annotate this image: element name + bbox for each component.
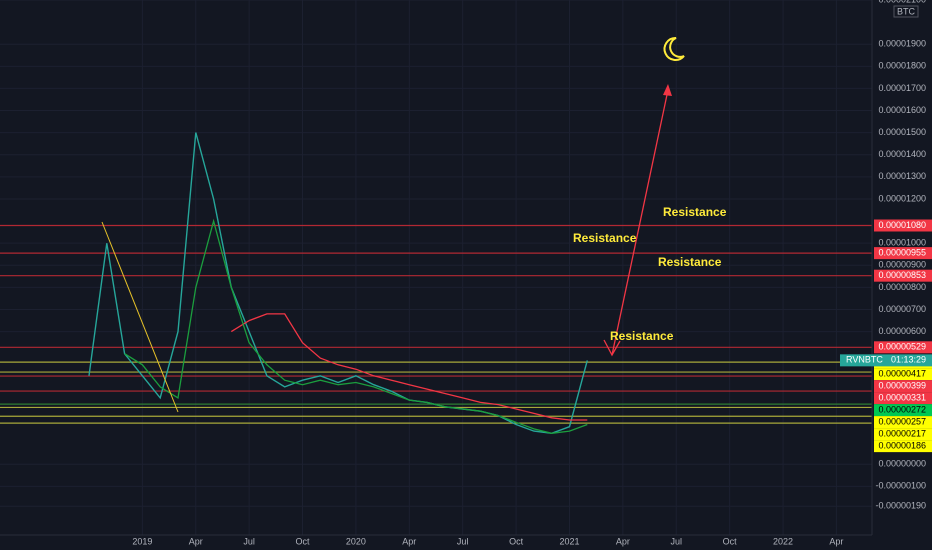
level-tag bbox=[874, 416, 932, 429]
target-arrow bbox=[611, 89, 669, 356]
y-tick-label: 0.00001900 bbox=[878, 39, 926, 49]
x-tick-label: Jul bbox=[670, 536, 682, 546]
annotation: Resistance bbox=[573, 231, 637, 245]
level-tag bbox=[874, 219, 932, 232]
x-tick-label: 2022 bbox=[773, 536, 793, 546]
y-tick-label: -0.00000190 bbox=[875, 501, 926, 511]
levels bbox=[0, 224, 872, 424]
y-tick-label: 0.00001600 bbox=[878, 105, 926, 115]
level-tag-label: 0.00000853 bbox=[878, 270, 926, 280]
y-tick-label: 0.00000000 bbox=[878, 459, 926, 469]
x-tick-label: Oct bbox=[296, 536, 311, 546]
annotation: Resistance bbox=[663, 205, 727, 219]
level-tag bbox=[874, 247, 932, 260]
grid bbox=[0, 0, 872, 535]
y-tick-label: 0.00000600 bbox=[878, 326, 926, 336]
x-tick-label: 2019 bbox=[132, 536, 152, 546]
level-tag-label: 0.00000529 bbox=[878, 342, 926, 352]
level-tag-label: 0.00000186 bbox=[878, 440, 926, 450]
price-line bbox=[88, 132, 588, 435]
x-tick-label: Oct bbox=[509, 536, 524, 546]
trend-line bbox=[101, 221, 179, 413]
y-tick-label: 0.00001200 bbox=[878, 193, 926, 203]
y-tick-label: 0.00002100 bbox=[878, 0, 926, 4]
y-tick-label: 0.00001400 bbox=[878, 149, 926, 159]
y-tick-label: 0.00000900 bbox=[878, 260, 926, 270]
unit-box bbox=[893, 5, 919, 18]
y-tick-label: -0.00000100 bbox=[875, 481, 926, 491]
x-tick-label: Oct bbox=[723, 536, 738, 546]
level-tag bbox=[874, 341, 932, 354]
level-tag-label: 0.00000955 bbox=[878, 248, 926, 258]
annotation: Resistance bbox=[658, 255, 722, 269]
x-tick-label: Apr bbox=[402, 536, 416, 546]
moving-average bbox=[124, 218, 588, 434]
countdown-label: 01:13:29 bbox=[891, 355, 926, 365]
x-tick-label: Apr bbox=[829, 536, 843, 546]
x-tick-label: 2021 bbox=[559, 536, 579, 546]
level-tag bbox=[874, 368, 932, 381]
level-tag-label: 0.00000417 bbox=[878, 368, 926, 378]
y-tick-label: 0.00001500 bbox=[878, 127, 926, 137]
level-tag bbox=[874, 380, 932, 393]
y-tick-label: 0.00000700 bbox=[878, 304, 926, 314]
level-tag bbox=[874, 404, 932, 417]
y-tick-label: 0.00000800 bbox=[878, 282, 926, 292]
level-tag-label: 0.00000217 bbox=[878, 428, 926, 438]
arrow-head bbox=[663, 84, 672, 96]
level-tag-label: 0.00001080 bbox=[878, 220, 926, 230]
y-tick-label: 0.00001800 bbox=[878, 61, 926, 71]
level-tag bbox=[874, 428, 932, 441]
level-tag bbox=[874, 392, 932, 405]
moon-icon bbox=[663, 36, 685, 61]
annotation: Resistance bbox=[610, 329, 674, 343]
x-tick-label: 2020 bbox=[346, 536, 366, 546]
x-tick-label: Apr bbox=[616, 536, 630, 546]
level-tag bbox=[874, 269, 932, 282]
level-tag-label: 0.00000331 bbox=[878, 392, 926, 402]
symbol-tag bbox=[840, 354, 932, 367]
lines bbox=[88, 132, 588, 435]
unit-label: BTC bbox=[897, 6, 916, 16]
level-tag-label: 0.00000399 bbox=[878, 380, 926, 390]
x-tick-label: Apr bbox=[189, 536, 203, 546]
axis: 0.00002100 0.00001900 0.00001800 0.00001700… bbox=[132, 0, 932, 546]
level-tag bbox=[874, 440, 932, 453]
y-tick-label: 0.00001700 bbox=[878, 83, 926, 93]
y-tick-label: 0.00001000 bbox=[878, 238, 926, 248]
level-tag-label: 0.00000257 bbox=[878, 416, 926, 426]
x-tick-label: Jul bbox=[243, 536, 255, 546]
symbol-label: RVNBTC bbox=[846, 355, 883, 365]
y-tick-label: 0.00001300 bbox=[878, 171, 926, 181]
level-tag-label: 0.00000272 bbox=[878, 404, 926, 414]
moving-average bbox=[230, 313, 588, 421]
x-tick-label: Jul bbox=[457, 536, 469, 546]
